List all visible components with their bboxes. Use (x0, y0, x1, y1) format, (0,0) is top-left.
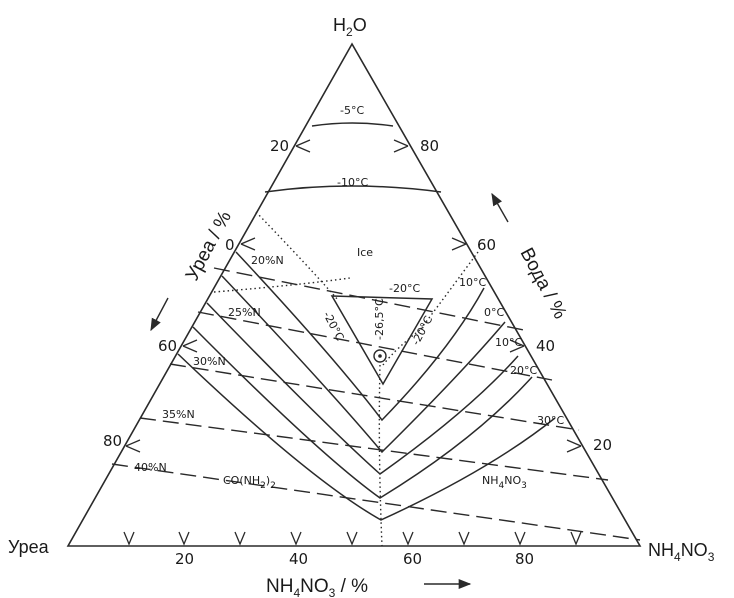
right-tick-label-80: 80 (420, 137, 439, 155)
isotherm-label-minus5: -5°C (340, 104, 364, 117)
isotherm-label-10-upper: 10°C (459, 276, 486, 289)
isotherm-v-3 (206, 302, 519, 475)
left-tick-label-0: 0 (225, 236, 235, 254)
region-label-ice: Ice (357, 246, 373, 259)
right-tick-label-40: 40 (536, 337, 555, 355)
isotherm-label-30: 30°C (537, 414, 564, 427)
isotherm-label-minus20-top: -20°C (389, 282, 420, 295)
bottom-tick-label-60: 60 (403, 550, 422, 568)
eutectic-line-upper-right (419, 251, 479, 331)
nitrogen-label-30: 30%N (193, 355, 226, 368)
axis-title-water: Вода / % (516, 244, 571, 322)
nitrogen-label-20: 20%N (251, 254, 284, 267)
eutectic-line-center (378, 364, 383, 547)
nitrogen-line-30 (169, 363, 580, 431)
vertex-label-ammonium-nitrate: NH4NO3 (648, 540, 715, 564)
left-tick-label-60: 60 (158, 337, 177, 355)
right-tick-label-60: 60 (477, 236, 496, 254)
vertex-label-water: H2O (333, 15, 367, 39)
nitrogen-label-35: 35%N (162, 408, 195, 421)
region-label-ammonium-nitrate: NH4NO3 (482, 474, 527, 491)
isotherm-label-minus10: -10°C (337, 176, 368, 189)
bottom-edge-ticks (123, 531, 582, 546)
bottom-tick-label-40: 40 (289, 550, 308, 568)
isotherm-label-0: 0°C (484, 306, 504, 319)
isotherm-label-10: 10°C (495, 336, 522, 349)
right-edge-ticks (393, 139, 582, 453)
triangle-frame (66, 42, 642, 547)
eutectic-line-upper-left (255, 211, 339, 301)
isotherm-minus5 (311, 122, 394, 127)
left-tick-label-80: 80 (103, 432, 122, 450)
nitrogen-line-35 (139, 417, 609, 481)
isotherm-minus20-triangle (330, 295, 434, 386)
bottom-tick-label-80: 80 (515, 550, 534, 568)
nitrogen-label-25: 25%N (228, 306, 261, 319)
eutectic-point-marker (373, 349, 387, 363)
axis-arrow-water (491, 192, 509, 223)
isotherm-v-5 (177, 353, 556, 521)
axis-arrow-urea (150, 297, 169, 332)
nitrogen-line-20 (213, 267, 525, 331)
vertex-label-urea: Уреа (8, 537, 50, 557)
isotherm-v-4 (192, 326, 533, 499)
left-tick-label-20: 20 (270, 137, 289, 155)
nitrogen-line-40 (111, 463, 641, 541)
bottom-tick-label-20: 20 (175, 550, 194, 568)
right-tick-label-20: 20 (593, 436, 612, 454)
region-label-urea: CO(NH2)2 (223, 474, 276, 491)
eutectic-line-left (213, 277, 351, 293)
nitrogen-label-40: 40%N (134, 461, 167, 474)
isotherm-v-1 (235, 251, 485, 422)
isotherm-label-20: 20°C (510, 364, 537, 377)
left-edge-ticks (125, 139, 311, 453)
isotherm-v-2 (221, 275, 506, 454)
axis-title-ammonium-nitrate: NH4NO3 / % (266, 576, 368, 598)
isotherm-minus10 (264, 185, 442, 193)
eutectic-point-center (378, 354, 382, 358)
isotherm-label-minus26-5: -26,5°C (373, 298, 386, 340)
nitrogen-line-25 (197, 311, 553, 381)
